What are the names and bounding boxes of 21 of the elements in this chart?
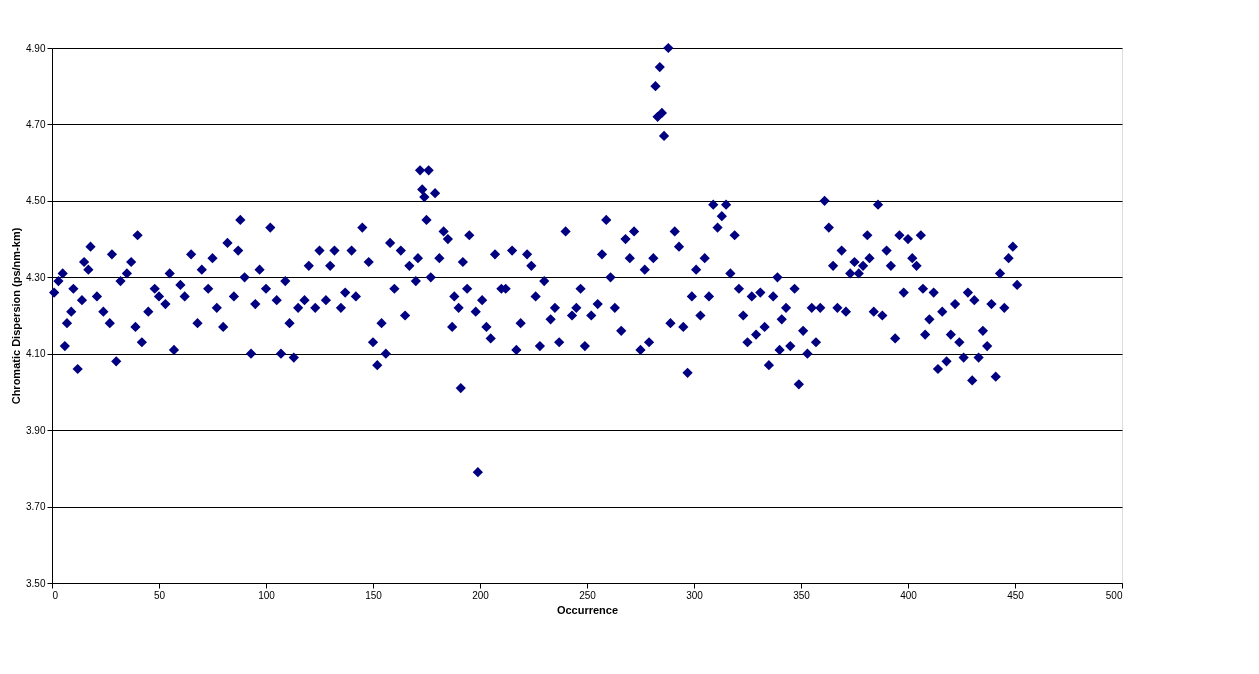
x-tick-label: 350 xyxy=(793,589,811,601)
x-tick-label: 250 xyxy=(579,589,597,601)
x-tick-label: 150 xyxy=(365,589,383,601)
x-tick-label: 450 xyxy=(1007,589,1025,601)
x-tick-label: 0 xyxy=(52,589,59,601)
y-tick-label: 3.90 xyxy=(26,424,46,436)
x-tick-label: 50 xyxy=(153,589,166,601)
y-tick-label: 4.90 xyxy=(26,42,46,54)
y-tick-label: 4.10 xyxy=(26,348,46,360)
y-axis-title: Chromatic Dispersion (ps/nm-km) xyxy=(10,227,23,405)
y-tick-label: 4.70 xyxy=(26,118,46,130)
x-tick-label: 400 xyxy=(900,589,918,601)
x-tick-label: 200 xyxy=(472,589,490,601)
x-tick-label: 500 xyxy=(1105,589,1123,601)
x-tick-label: 300 xyxy=(686,589,704,601)
y-tick-label: 4.30 xyxy=(26,271,46,283)
x-tick-label: 100 xyxy=(258,589,276,601)
y-tick-label: 3.50 xyxy=(26,577,46,589)
y-tick-label: 3.70 xyxy=(26,501,46,513)
y-tick-label: 4.50 xyxy=(26,195,46,207)
x-axis-title: Occurrence xyxy=(556,603,619,616)
